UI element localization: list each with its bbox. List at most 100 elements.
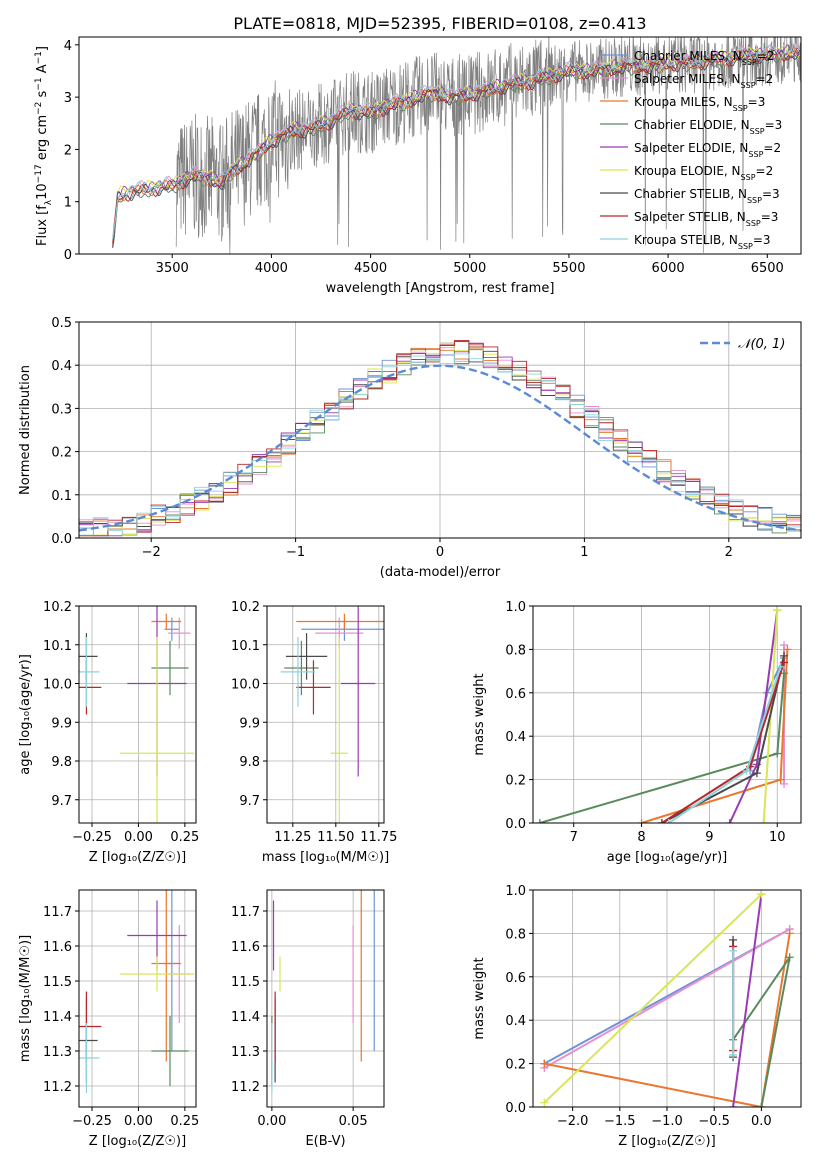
axes-border <box>78 605 197 824</box>
y-tick-label: 9.9 <box>239 716 260 731</box>
weight-marker <box>742 766 751 775</box>
weight-marker <box>637 819 646 823</box>
y-tick-label: 3 <box>64 91 72 106</box>
y-label-part: s <box>35 90 50 101</box>
plot-area-z-mass <box>79 890 195 1093</box>
y-axis-label: Flux [fλ10−17 erg cm−2 s−1 A−1] <box>34 46 54 246</box>
x-axis-label: Z [log₁₀(Z/Z☉)] <box>618 1134 715 1149</box>
model-line-kroupa-stelib <box>112 42 801 240</box>
legend-entry: 𝒩(0, 1) <box>738 337 785 352</box>
legend-suffix: =2 <box>756 72 774 86</box>
model-line-salpeter-elodie <box>112 44 801 248</box>
y-tick-label: 2 <box>64 143 72 158</box>
weight-line-salpeter-elodie <box>732 894 763 1107</box>
axes-border <box>78 889 197 1108</box>
x-tick-label: 0.25 <box>170 830 199 845</box>
y-tick-label: 11.7 <box>231 905 260 920</box>
legend-label: Salpeter STELIB, N <box>634 210 746 224</box>
legend-label: Kroupa MILES, N <box>634 95 733 109</box>
legend-label: Salpeter MILES, N <box>634 72 741 86</box>
weight-line-kroupa-elodie <box>543 893 763 1104</box>
y-tick-label: 0.8 <box>505 643 526 658</box>
axes-border <box>266 889 385 1108</box>
y-tick-label: 11.3 <box>43 1045 72 1060</box>
y-label-part: Flux [f <box>35 205 50 246</box>
y-tick-label: 0.5 <box>51 316 72 331</box>
weight-marker <box>773 749 782 758</box>
axes-age-weight: 7 8 9 10 0.0 0.2 0.4 0.6 0.8 1.0 age [log₁₀(age/yr… <box>472 600 802 865</box>
legend-sub: SSP <box>741 81 756 90</box>
plot-area-residuals <box>79 340 801 537</box>
legend-entry: Chabrier MILES, NSSP=2 <box>634 49 774 67</box>
y-label-part: erg cm <box>35 115 50 164</box>
y-tick-label: 9.8 <box>51 755 72 770</box>
y-tick-label: 11.5 <box>43 975 72 990</box>
weight-marker <box>535 819 544 823</box>
axes-border <box>532 605 802 824</box>
weight-marker <box>776 662 785 671</box>
y-tick-label: 1.0 <box>505 884 526 899</box>
y-tick-label: 10.2 <box>231 600 260 615</box>
x-tick-label: 6000 <box>652 261 685 276</box>
y-tick-label: 10.0 <box>43 678 72 693</box>
axes-frame-spectrum: 3500 4000 4500 5000 5500 6000 6500 0 1 2 3 4 wavelen… <box>34 36 802 296</box>
x-tick-label: 0.00 <box>124 830 153 845</box>
x-tick-label: −2 <box>142 545 161 560</box>
x-tick-label: 0.00 <box>257 1114 286 1129</box>
weight-marker <box>729 1103 738 1107</box>
axes-z-mass: −0.25 0.00 0.25 11.2 11.3 11.4 11.5 11.6 11.7 Z [… <box>18 889 199 1149</box>
weight-marker <box>725 819 734 823</box>
y-tick-label: 0.3 <box>51 402 72 417</box>
y-tick-label: 11.2 <box>43 1080 72 1095</box>
plot-area-mass-age <box>280 606 384 823</box>
y-tick-label: 11.5 <box>231 975 260 990</box>
y-tick-label: 11.3 <box>231 1045 260 1060</box>
x-tick-label: 4500 <box>354 261 387 276</box>
legend-label: Chabrier MILES, N <box>634 49 742 63</box>
x-tick-label: 0.0 <box>751 1114 772 1129</box>
y-tick-label: 0.6 <box>505 971 526 986</box>
legend-sub: SSP <box>733 104 748 113</box>
y-tick-label: 1.0 <box>505 600 526 615</box>
axes-frame-residuals: −2 −1 0 1 2 0.0 0.1 0.2 0.3 0.4 0.5 (data-model)/er… <box>18 316 802 580</box>
axes-ebv-mass: 0.00 0.05 11.2 11.3 11.4 11.5 11.6 11.7 E(B-V) <box>231 889 385 1149</box>
axes-border <box>78 36 802 255</box>
legend-suffix: =3 <box>748 95 766 109</box>
x-axis-label: mass [log₁₀(M/M☉)] <box>262 850 389 865</box>
y-tick-label: 0.4 <box>505 1014 526 1029</box>
legend-sub: SSP <box>748 150 763 159</box>
legend-label: Salpeter ELODIE, N <box>634 141 748 155</box>
weight-marker <box>757 1103 766 1107</box>
legend-entry: Salpeter MILES, NSSP=2 <box>634 72 773 90</box>
x-tick-label: −0.5 <box>698 1114 730 1129</box>
x-axis-label: Z [log₁₀(Z/Z☉)] <box>89 1134 186 1149</box>
y-label-part: A <box>35 64 50 77</box>
x-axis-label: Z [log₁₀(Z/Z☉)] <box>89 850 186 865</box>
x-tick-label: 7 <box>570 830 578 845</box>
axes-residuals: −2 −1 0 1 2 0.0 0.1 0.2 0.3 0.4 0.5 (data-model)/er… <box>18 316 802 580</box>
y-tick-label: 11.6 <box>43 940 72 955</box>
legend-label: Chabrier STELIB, N <box>634 187 747 201</box>
y-label-part: −1 <box>34 77 44 90</box>
legend-entry: Kroupa MILES, NSSP=3 <box>634 95 765 113</box>
weight-marker <box>729 1050 738 1059</box>
y-tick-label: 0.2 <box>51 446 72 461</box>
y-tick-label: 10.0 <box>231 678 260 693</box>
weight-marker <box>785 953 794 962</box>
legend-sub: SSP <box>742 58 757 67</box>
plot-area-age-weight <box>535 606 792 823</box>
axes-zmet-weight: −2.0 −1.5 −1.0 −0.5 0.0 0.0 0.2 0.4 0.6 0.8 1.0 Z [… <box>472 884 802 1149</box>
x-tick-label: 11.50 <box>317 830 354 845</box>
y-tick-label: 0.0 <box>51 532 72 547</box>
y-tick-label: 0.1 <box>51 489 72 504</box>
legend-label: Kroupa ELODIE, N <box>634 164 741 178</box>
x-tick-label: −1 <box>286 545 305 560</box>
y-tick-label: 11.4 <box>43 1010 72 1025</box>
legend-entry: Chabrier ELODIE, NSSP=3 <box>634 118 782 136</box>
axes-frame-z-mass: −0.25 0.00 0.25 11.2 11.3 11.4 11.5 11.6 11.7 Z [… <box>18 889 199 1149</box>
x-tick-label: 0.05 <box>339 1114 368 1129</box>
plot-area-ebv-mass <box>271 890 375 1093</box>
legend-sub: SSP <box>750 127 765 136</box>
y-tick-label: 10.2 <box>43 600 72 615</box>
